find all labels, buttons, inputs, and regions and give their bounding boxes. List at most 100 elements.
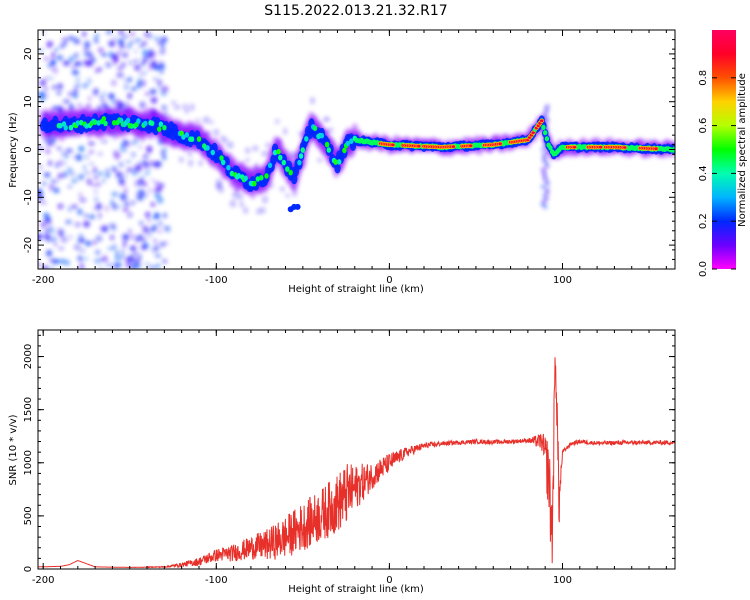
noise-blob (153, 212, 160, 220)
noise-blob (86, 103, 91, 109)
disturbance (542, 156, 547, 161)
noise-blob (118, 30, 124, 36)
noise-blob (262, 196, 268, 204)
disturbance (545, 118, 550, 123)
noise-blob (52, 85, 57, 90)
noise-blob (105, 168, 110, 174)
noise-blob (68, 104, 74, 111)
spectrogram-core (40, 112, 675, 213)
noise-blob (153, 188, 159, 193)
ridge-core (162, 124, 167, 131)
noise-blob (142, 55, 149, 60)
ridge-core (243, 175, 248, 182)
noise-blob (54, 48, 59, 52)
noise-blob (160, 41, 165, 48)
noise-blob (55, 162, 59, 168)
ridge-core (288, 169, 293, 176)
noise-blob (113, 152, 121, 160)
noise-blob (57, 83, 62, 89)
noise-blob (45, 238, 52, 242)
noise-blob (147, 34, 154, 40)
noise-blob (112, 165, 116, 173)
disturbance (542, 193, 547, 198)
noise-blob (44, 216, 52, 224)
noise-blob (131, 201, 135, 205)
noise-blob (189, 104, 195, 111)
ridge-core (158, 121, 164, 127)
noise-blob (50, 236, 57, 243)
noise-blob (131, 152, 136, 158)
noise-blob (52, 259, 60, 264)
noise-blob (105, 62, 111, 68)
noise-blob (122, 34, 128, 39)
noise-blob (71, 64, 77, 70)
ridge-core (272, 149, 278, 156)
noise-blob (78, 233, 84, 239)
noise-blob (259, 207, 266, 214)
noise-blob (128, 229, 132, 233)
noise-blob (98, 213, 102, 218)
noise-blob (188, 151, 192, 157)
noise-blob (283, 127, 287, 135)
noise-blob (111, 98, 116, 106)
noise-blob (47, 227, 55, 231)
noise-blob (97, 171, 104, 176)
noise-blob (81, 238, 85, 244)
x-tick-label: -100 (205, 575, 228, 586)
ridge-hot (417, 144, 421, 148)
noise-blob (252, 146, 259, 151)
y-tick-label: 0 (23, 146, 34, 152)
noise-blob (323, 117, 328, 122)
noise-blob (144, 70, 148, 74)
colorbar-tick-label: 0.8 (698, 70, 709, 86)
noise-blob (80, 258, 83, 266)
noise-blob (156, 263, 160, 269)
figure-title: S115.2022.013.21.32.R17 (264, 3, 447, 19)
ridge-core (541, 124, 546, 130)
noise-blob (138, 80, 145, 83)
noise-blob (97, 182, 101, 187)
noise-blob (75, 40, 81, 44)
noise-blob (94, 249, 101, 255)
noise-blob (99, 265, 103, 269)
noise-blob (149, 265, 157, 269)
noise-blob (51, 230, 56, 235)
ridge-core (129, 123, 134, 129)
snr-panel: -200 -100 0 100 0 500 1000 1500 2000 Height of … (8, 329, 676, 595)
noise-blob (136, 82, 143, 89)
noise-blob (72, 93, 78, 99)
ridge-core (304, 136, 309, 142)
noise-blob (94, 189, 98, 194)
noise-blob (111, 202, 116, 210)
noise-blob (158, 229, 163, 234)
ridge-core (252, 180, 257, 187)
noise-blob (88, 141, 95, 146)
noise-blob (151, 51, 156, 56)
noise-blob (86, 77, 92, 85)
noise-blob (46, 41, 54, 46)
noise-blob (67, 92, 75, 96)
ridge-core (101, 116, 107, 122)
noise-blob (195, 118, 200, 123)
y-tick-label: 1500 (23, 397, 34, 422)
noise-blob (97, 47, 104, 53)
noise-blob (43, 233, 51, 239)
disturbance (543, 204, 547, 209)
noise-blob (40, 201, 47, 205)
ridge-hot (598, 145, 603, 149)
disturbance (542, 159, 547, 163)
ridge-core (84, 123, 89, 129)
noise-blob (83, 256, 89, 261)
noise-blob (44, 76, 52, 81)
spectrogram-y-axis-label: Frequency (Hz) (8, 112, 19, 188)
noise-blob (132, 169, 137, 177)
noise-blob (78, 264, 85, 269)
noise-blob (71, 70, 79, 75)
noise-blob (132, 39, 137, 44)
noise-blob (135, 38, 142, 42)
noise-blob (138, 145, 143, 149)
colorbar-tick-label: 0.2 (698, 213, 709, 229)
ridge-core (300, 147, 305, 153)
noise-blob (106, 262, 111, 268)
